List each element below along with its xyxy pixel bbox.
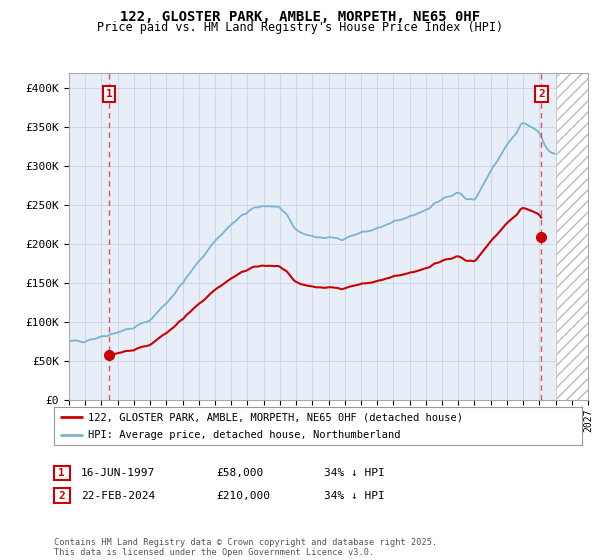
Text: Price paid vs. HM Land Registry's House Price Index (HPI): Price paid vs. HM Land Registry's House … [97, 21, 503, 34]
Bar [556, 73, 588, 400]
Text: 34% ↓ HPI: 34% ↓ HPI [324, 468, 385, 478]
Text: 34% ↓ HPI: 34% ↓ HPI [324, 491, 385, 501]
Text: Contains HM Land Registry data © Crown copyright and database right 2025.
This d: Contains HM Land Registry data © Crown c… [54, 538, 437, 557]
Text: 22-FEB-2024: 22-FEB-2024 [81, 491, 155, 501]
Text: 122, GLOSTER PARK, AMBLE, MORPETH, NE65 0HF: 122, GLOSTER PARK, AMBLE, MORPETH, NE65 … [120, 10, 480, 24]
Text: £210,000: £210,000 [216, 491, 270, 501]
Bar [556, 73, 588, 400]
Text: 16-JUN-1997: 16-JUN-1997 [81, 468, 155, 478]
Text: 2: 2 [538, 89, 545, 99]
Text: 2: 2 [58, 491, 65, 501]
Text: 1: 1 [58, 468, 65, 478]
Text: 1: 1 [106, 89, 112, 99]
Text: HPI: Average price, detached house, Northumberland: HPI: Average price, detached house, Nort… [88, 430, 401, 440]
Text: 122, GLOSTER PARK, AMBLE, MORPETH, NE65 0HF (detached house): 122, GLOSTER PARK, AMBLE, MORPETH, NE65 … [88, 412, 463, 422]
Text: £58,000: £58,000 [216, 468, 263, 478]
